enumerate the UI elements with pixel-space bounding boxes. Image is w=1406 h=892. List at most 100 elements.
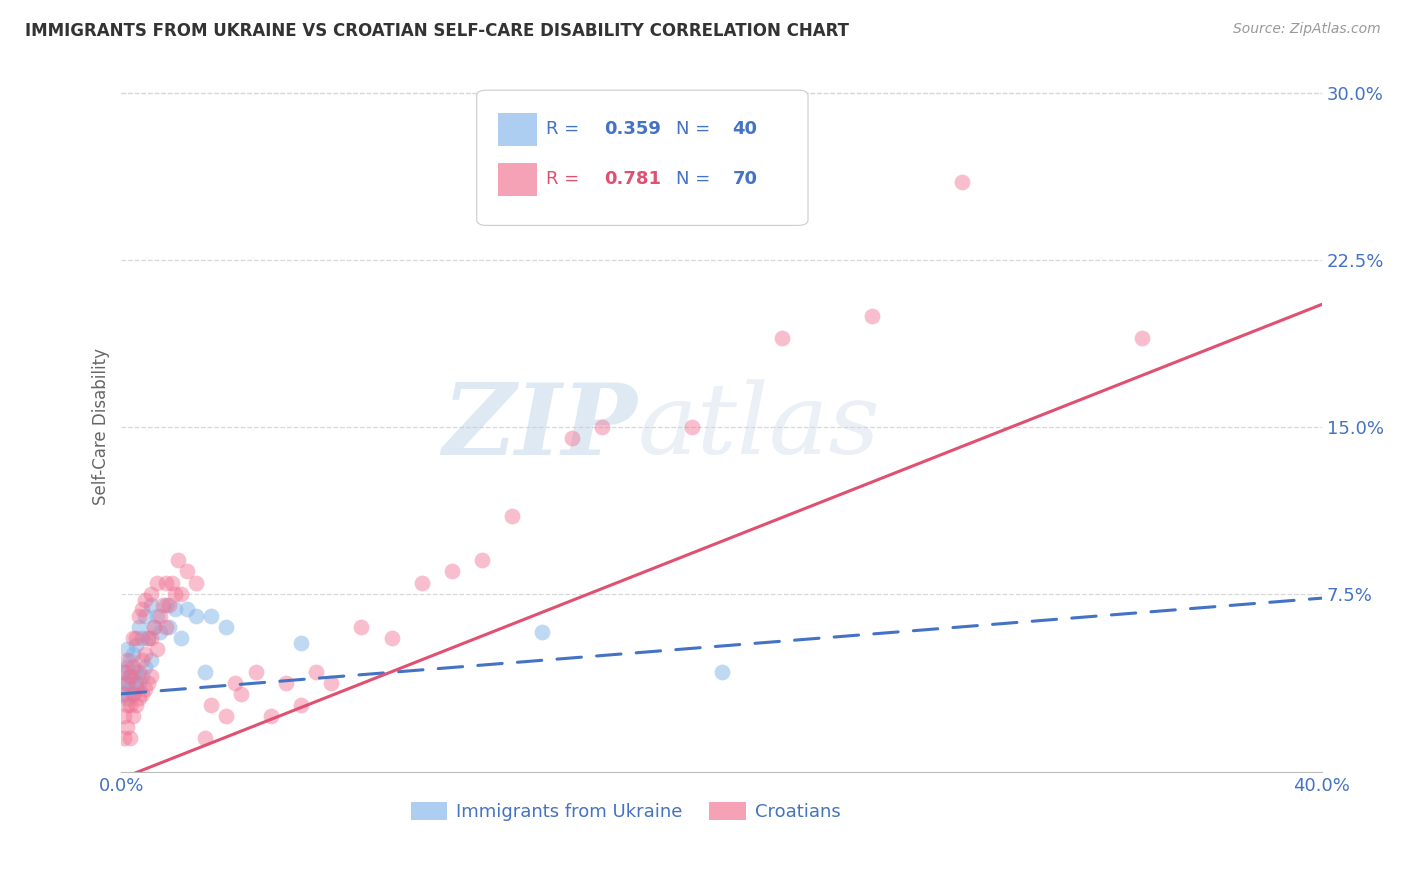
Point bbox=[120, 669, 142, 683]
Point bbox=[131, 602, 153, 616]
Point bbox=[120, 653, 142, 667]
Point bbox=[146, 642, 169, 657]
Point bbox=[114, 687, 136, 701]
Point bbox=[501, 508, 523, 523]
Point bbox=[1130, 331, 1153, 345]
Point bbox=[215, 709, 238, 723]
Point bbox=[128, 620, 150, 634]
Point bbox=[131, 669, 153, 683]
Point bbox=[128, 675, 150, 690]
Point bbox=[131, 631, 153, 645]
Point bbox=[162, 575, 184, 590]
Point bbox=[215, 620, 238, 634]
Text: Source: ZipAtlas.com: Source: ZipAtlas.com bbox=[1233, 22, 1381, 37]
Point bbox=[681, 419, 703, 434]
Point bbox=[321, 675, 343, 690]
Text: 40: 40 bbox=[733, 120, 758, 138]
Point bbox=[117, 720, 139, 734]
Point bbox=[152, 598, 174, 612]
Point bbox=[125, 680, 148, 694]
Point bbox=[125, 698, 148, 712]
Point bbox=[380, 631, 402, 645]
Point bbox=[134, 647, 156, 661]
Point bbox=[122, 687, 145, 701]
Point bbox=[125, 638, 148, 652]
Point bbox=[200, 609, 222, 624]
Text: N =: N = bbox=[676, 120, 716, 138]
Point bbox=[860, 309, 883, 323]
Point bbox=[128, 691, 150, 706]
Point bbox=[143, 620, 166, 634]
Point bbox=[125, 631, 148, 645]
Point bbox=[155, 620, 177, 634]
Point bbox=[149, 624, 172, 639]
Point bbox=[117, 675, 139, 690]
Point bbox=[231, 687, 253, 701]
Point bbox=[122, 647, 145, 661]
Point bbox=[134, 609, 156, 624]
Point bbox=[117, 675, 139, 690]
Point bbox=[138, 631, 160, 645]
Point bbox=[305, 665, 328, 679]
Point bbox=[128, 609, 150, 624]
Point bbox=[146, 609, 169, 624]
Point bbox=[114, 665, 136, 679]
Text: atlas: atlas bbox=[637, 379, 880, 475]
Point bbox=[122, 687, 145, 701]
Point bbox=[470, 553, 492, 567]
Point bbox=[122, 669, 145, 683]
FancyBboxPatch shape bbox=[498, 113, 537, 146]
Point bbox=[143, 620, 166, 634]
Point bbox=[120, 682, 142, 697]
Point bbox=[125, 665, 148, 679]
Point bbox=[245, 665, 267, 679]
Point bbox=[141, 587, 163, 601]
Text: IMMIGRANTS FROM UKRAINE VS CROATIAN SELF-CARE DISABILITY CORRELATION CHART: IMMIGRANTS FROM UKRAINE VS CROATIAN SELF… bbox=[25, 22, 849, 40]
Point bbox=[155, 575, 177, 590]
Point bbox=[141, 653, 163, 667]
FancyBboxPatch shape bbox=[498, 162, 537, 195]
Point bbox=[120, 669, 142, 683]
Point bbox=[146, 575, 169, 590]
Point bbox=[141, 598, 163, 612]
Point bbox=[200, 698, 222, 712]
Point bbox=[561, 431, 583, 445]
Point bbox=[170, 631, 193, 645]
Text: 0.359: 0.359 bbox=[605, 120, 661, 138]
Point bbox=[155, 598, 177, 612]
Point bbox=[276, 675, 298, 690]
Point bbox=[224, 675, 246, 690]
Point bbox=[149, 609, 172, 624]
Point bbox=[194, 665, 217, 679]
Text: ZIP: ZIP bbox=[443, 378, 637, 475]
Point bbox=[122, 631, 145, 645]
Point bbox=[122, 709, 145, 723]
Point bbox=[176, 602, 198, 616]
Point bbox=[131, 687, 153, 701]
Point bbox=[167, 553, 190, 567]
Point bbox=[128, 665, 150, 679]
Point bbox=[114, 731, 136, 746]
Point bbox=[770, 331, 793, 345]
Point bbox=[117, 698, 139, 712]
Point bbox=[117, 691, 139, 706]
Point bbox=[131, 653, 153, 667]
Text: 0.781: 0.781 bbox=[605, 170, 661, 188]
Point bbox=[125, 675, 148, 690]
Point bbox=[260, 709, 283, 723]
Point bbox=[530, 624, 553, 639]
Point bbox=[170, 587, 193, 601]
Point bbox=[117, 653, 139, 667]
Point bbox=[176, 565, 198, 579]
Point bbox=[165, 602, 187, 616]
Text: 70: 70 bbox=[733, 170, 758, 188]
Point bbox=[440, 565, 463, 579]
FancyBboxPatch shape bbox=[477, 90, 808, 226]
Point bbox=[290, 635, 312, 649]
Point bbox=[159, 620, 181, 634]
Point bbox=[120, 698, 142, 712]
Point bbox=[194, 731, 217, 746]
Point bbox=[138, 631, 160, 645]
Point bbox=[117, 642, 139, 657]
Point bbox=[114, 687, 136, 701]
